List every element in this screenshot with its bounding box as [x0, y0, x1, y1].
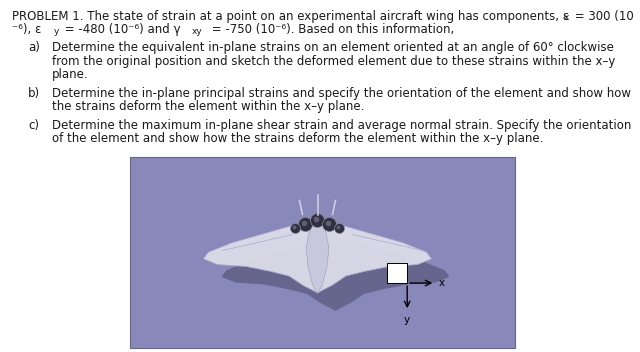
Text: plane.: plane.: [52, 68, 88, 81]
Polygon shape: [204, 219, 431, 293]
Text: = -750 (10⁻⁶). Based on this information,: = -750 (10⁻⁶). Based on this information…: [208, 24, 454, 37]
Text: of the element and show how the strains deform the element within the x–y plane.: of the element and show how the strains …: [52, 132, 543, 145]
Text: c): c): [28, 119, 39, 132]
Text: a): a): [28, 41, 40, 54]
Circle shape: [301, 221, 307, 226]
Circle shape: [291, 224, 301, 233]
Circle shape: [337, 226, 340, 230]
Text: = -480 (10⁻⁶) and γ: = -480 (10⁻⁶) and γ: [61, 24, 180, 37]
Text: x: x: [564, 13, 570, 22]
Circle shape: [298, 218, 312, 232]
Text: xy: xy: [192, 26, 203, 36]
Text: Determine the maximum in-plane shear strain and average normal strain. Specify t: Determine the maximum in-plane shear str…: [52, 119, 632, 132]
Text: b): b): [28, 87, 40, 100]
Bar: [130, 157, 515, 348]
Text: = 300 (10: = 300 (10: [571, 10, 634, 23]
Polygon shape: [221, 237, 449, 311]
Text: the strains deform the element within the x–y plane.: the strains deform the element within th…: [52, 100, 364, 113]
Text: ⁻⁶), ε: ⁻⁶), ε: [12, 24, 42, 37]
Text: from the original position and sketch the deformed element due to these strains : from the original position and sketch th…: [52, 55, 616, 68]
Circle shape: [335, 224, 344, 233]
Circle shape: [292, 226, 296, 230]
Bar: [387, 263, 407, 283]
Circle shape: [310, 214, 324, 227]
Text: y: y: [404, 315, 410, 325]
Text: PROBLEM 1. The state of strain at a point on an experimental aircraft wing has c: PROBLEM 1. The state of strain at a poin…: [12, 10, 569, 23]
Polygon shape: [306, 221, 329, 293]
Text: y: y: [54, 26, 60, 36]
Circle shape: [314, 217, 319, 222]
Circle shape: [323, 218, 337, 232]
Circle shape: [326, 221, 332, 226]
Text: Determine the in-plane principal strains and specify the orientation of the elem: Determine the in-plane principal strains…: [52, 87, 631, 100]
Text: x: x: [439, 278, 445, 288]
Text: Determine the equivalent in-plane strains on an element oriented at an angle of : Determine the equivalent in-plane strain…: [52, 41, 614, 54]
